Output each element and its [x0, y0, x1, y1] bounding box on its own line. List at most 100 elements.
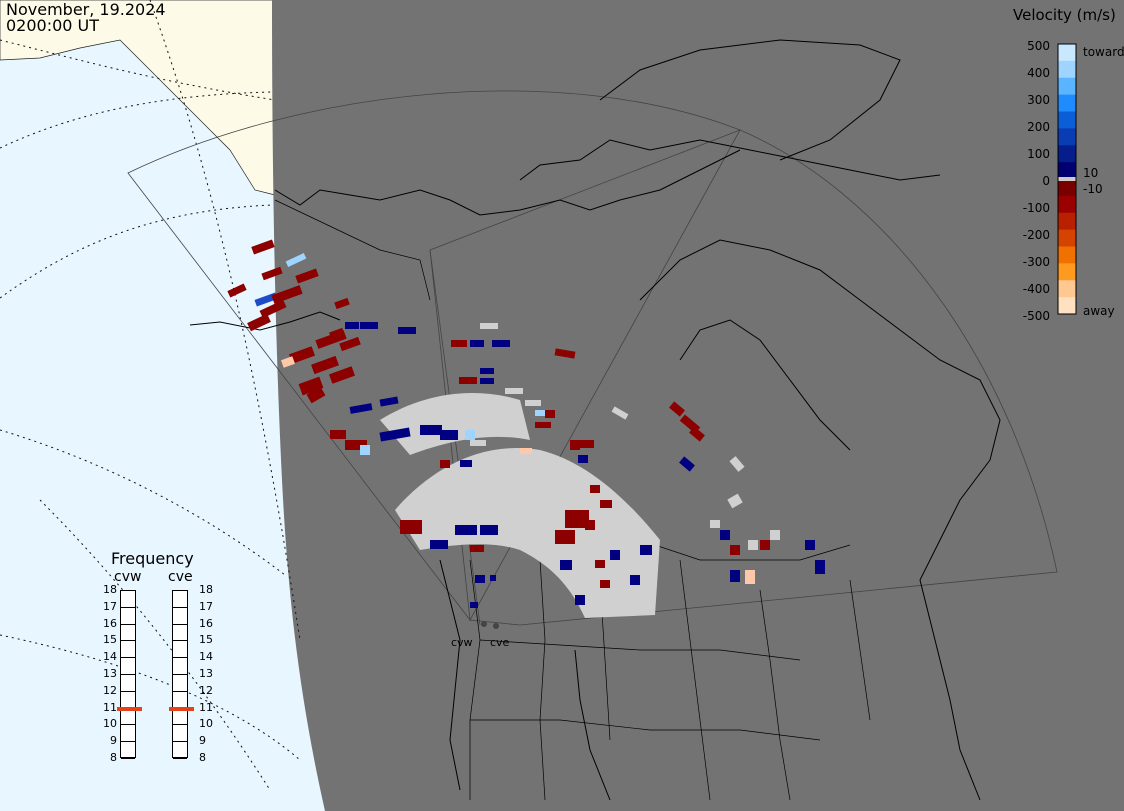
colorbar-swatch: [1058, 263, 1076, 281]
velocity-cell: [470, 545, 484, 552]
velocity-cell: [470, 602, 478, 608]
velocity-cell: [345, 322, 359, 329]
velocity-legend-title: Velocity (m/s): [1013, 6, 1116, 24]
frequency-grid-line: [173, 758, 187, 759]
velocity-cell: [555, 530, 575, 544]
velocity-cell: [289, 346, 315, 364]
velocity-cell: [459, 377, 477, 384]
velocity-cell: [578, 455, 588, 463]
velocity-cell: [440, 430, 458, 440]
velocity-cell: [360, 445, 370, 455]
velocity-cell: [271, 285, 303, 304]
velocity-cell: [295, 268, 319, 284]
frequency-grid-line: [173, 690, 187, 692]
frequency-marker-cvw: [117, 706, 142, 711]
colorbar-swatch: [1058, 162, 1076, 180]
velocity-cell: [611, 406, 629, 420]
frequency-grid-line: [121, 690, 135, 692]
frequency-scale-label: 8: [199, 751, 206, 764]
colorbar-tick-label: 100: [1027, 147, 1050, 161]
frequency-grid-line: [121, 674, 135, 675]
frequency-marker-cve: [169, 706, 194, 711]
velocity-colorbar: [1057, 43, 1077, 315]
velocity-cell: [400, 520, 422, 534]
ground-scatter-region: [380, 392, 530, 455]
velocity-cell: [554, 348, 576, 359]
colorbar-swatch: [1058, 212, 1076, 231]
velocity-cell: [398, 327, 416, 334]
velocity-cell: [227, 283, 247, 298]
legend-pos-small-label: 10: [1083, 166, 1099, 180]
velocity-cell: [610, 550, 620, 560]
velocity-cell: [560, 560, 572, 570]
colorbar-swatch: [1058, 111, 1076, 129]
velocity-cell: [470, 340, 484, 347]
frequency-scale-label: 14: [199, 650, 213, 664]
colorbar-tick-label: 500: [1027, 39, 1050, 53]
colorbar-tick-label: 400: [1027, 66, 1050, 80]
velocity-cell: [460, 460, 472, 467]
frequency-scale-label: 12: [103, 683, 117, 697]
velocity-cell: [640, 545, 652, 555]
frequency-grid-line: [173, 741, 187, 743]
velocity-cell: [575, 595, 585, 605]
colorbar-swatch: [1058, 179, 1076, 197]
velocity-cell: [330, 430, 346, 439]
frequency-grid-line: [121, 606, 135, 608]
velocity-cell: [535, 422, 551, 428]
velocity-cell: [730, 570, 740, 582]
colorbar-swatch: [1058, 145, 1076, 163]
colorbar-tick-label: -300: [1022, 255, 1050, 269]
frequency-scale-label: 13: [103, 667, 117, 680]
site-label-cve: cve: [490, 636, 510, 649]
frequency-grid-line: [173, 674, 187, 675]
velocity-cell: [334, 297, 350, 310]
frequency-grid-line: [121, 623, 135, 625]
velocity-cell: [595, 560, 605, 568]
velocity-cell: [339, 336, 361, 352]
frequency-scale-label: 8: [110, 751, 117, 764]
velocity-cell: [805, 540, 815, 550]
frequency-scale-label: 10: [199, 717, 213, 731]
velocity-cell: [480, 525, 498, 535]
velocity-cell: [379, 427, 411, 442]
velocity-cell: [729, 456, 745, 472]
frequency-grid-line: [121, 724, 135, 726]
site-label-cvw: cvw: [451, 636, 473, 649]
velocity-cell: [360, 322, 378, 329]
colorbar-tick-label: 0: [1042, 174, 1050, 188]
velocity-cell: [379, 396, 399, 407]
velocity-cell: [600, 500, 612, 508]
frequency-title: Frequency: [111, 549, 194, 568]
colorbar-tick-label: -200: [1022, 228, 1050, 242]
frequency-scale-label: 13: [199, 667, 213, 680]
velocity-cell: [451, 340, 467, 347]
velocity-cell: [251, 239, 275, 255]
velocity-cell: [315, 330, 347, 349]
colorbar-tick-label: -400: [1022, 282, 1050, 296]
velocity-cell: [730, 545, 740, 555]
velocity-cell: [492, 340, 510, 347]
velocity-cell: [585, 520, 595, 530]
velocity-cell: [261, 266, 283, 281]
site-marker-cvw: [481, 621, 487, 627]
frequency-scale-label: 17: [199, 599, 213, 613]
frequency-grid-line: [173, 623, 187, 625]
velocity-cell: [520, 448, 532, 454]
frequency-column-cve: [172, 590, 188, 759]
colorbar-swatch: [1058, 44, 1076, 62]
velocity-cell: [669, 401, 685, 417]
radar-data-cells: [227, 239, 825, 618]
frequency-scale-label: 10: [103, 717, 117, 731]
frequency-grid-line: [121, 758, 135, 759]
colorbar-zero-band: [1058, 177, 1076, 181]
legend-away-label: away: [1083, 304, 1115, 318]
velocity-cell: [565, 510, 589, 528]
velocity-cell: [311, 355, 339, 375]
velocity-cell: [525, 400, 541, 406]
velocity-cell: [247, 313, 271, 332]
frequency-scale-label: 11: [199, 700, 213, 714]
velocity-cell: [679, 456, 695, 472]
velocity-cell: [480, 368, 494, 374]
